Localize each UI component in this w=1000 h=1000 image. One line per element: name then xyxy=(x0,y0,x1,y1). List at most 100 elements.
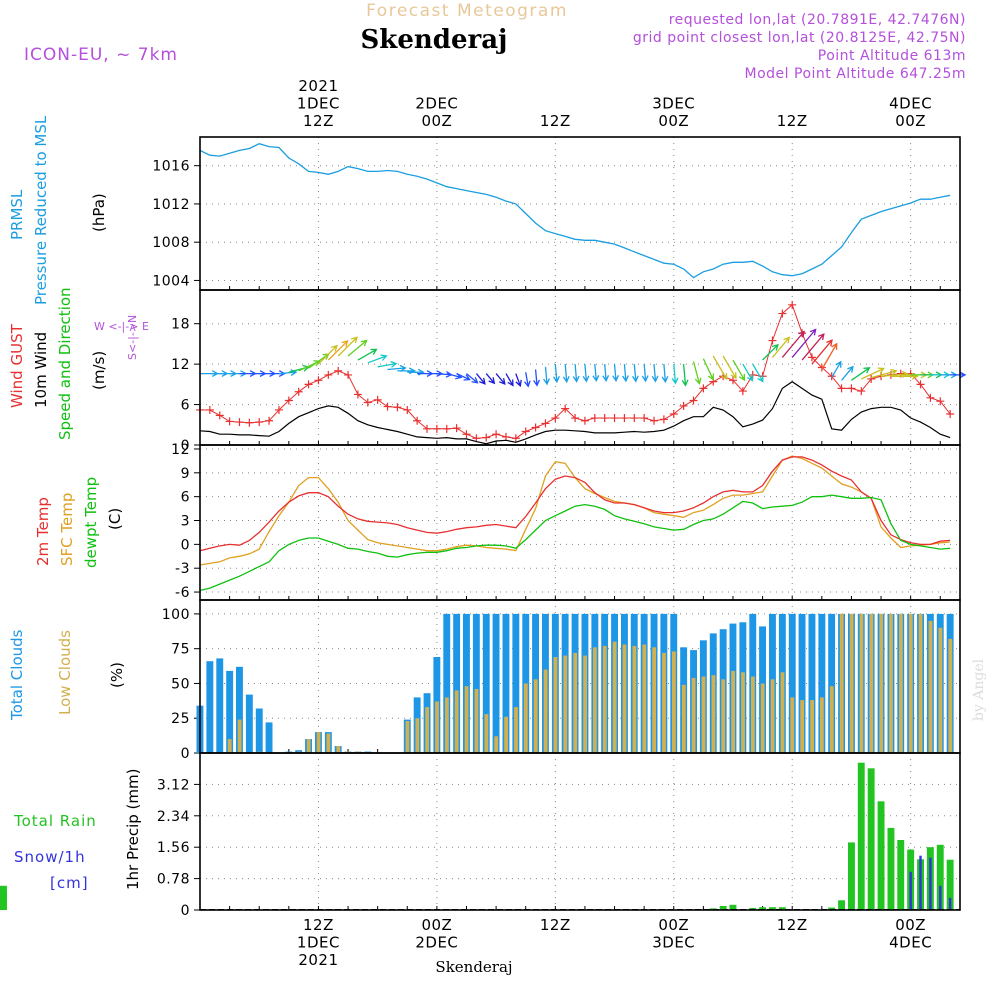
wind-gust-marker xyxy=(265,416,274,425)
rain-bar xyxy=(867,768,875,910)
wind-direction-arrow xyxy=(367,354,388,364)
panel-3: -6 -3 0 3 6 9 12 xyxy=(171,442,960,601)
low-clouds-bar xyxy=(464,686,469,753)
low-clouds-bar xyxy=(593,647,597,753)
rain-bar xyxy=(887,827,895,910)
low-clouds-bar xyxy=(237,719,242,753)
low-clouds-bar xyxy=(316,732,321,753)
wind-direction-arrow xyxy=(347,339,368,357)
total-clouds-bar xyxy=(216,658,224,753)
low-clouds-bar xyxy=(484,714,489,753)
low-clouds-bar xyxy=(632,645,637,753)
wind-gust-marker xyxy=(205,405,214,414)
wind-direction-arrow xyxy=(562,364,570,384)
low-clouds-bar xyxy=(612,641,617,753)
speed-direction-label: Speed and Direction xyxy=(56,287,74,440)
total-clouds-bar xyxy=(512,613,520,753)
sfc-temp-series-line xyxy=(199,455,951,566)
low-clouds-bar xyxy=(800,700,805,753)
wind-direction-arrow xyxy=(801,333,825,361)
bottom-time-label: 2DEC xyxy=(415,934,458,952)
low-clouds-bar xyxy=(662,652,666,753)
wind-gust-marker xyxy=(640,414,649,423)
wind-gust-marker xyxy=(689,396,698,405)
snow-cm-label: [cm] xyxy=(50,874,89,892)
top-time-label: 2021 xyxy=(298,77,338,95)
wind-gust-marker xyxy=(590,414,599,423)
wind-direction-arrow xyxy=(732,359,746,382)
wind-gust-marker xyxy=(452,424,461,433)
hpa-unit-label: (hPa) xyxy=(90,193,108,232)
wind-direction-arrow xyxy=(582,364,590,383)
total-clouds-bar xyxy=(206,661,214,753)
wind-gust-marker xyxy=(600,414,609,423)
compass-we-label: W <-|-> E xyxy=(94,320,149,333)
low-clouds-bar xyxy=(504,716,508,753)
wind-gust-marker xyxy=(373,395,382,404)
top-time-label: 00Z xyxy=(658,112,689,130)
low-clouds-bar xyxy=(938,627,943,753)
low-clouds-bar xyxy=(445,697,449,753)
dewpt-series-line xyxy=(199,494,951,592)
y-tick-label: 3 xyxy=(181,514,190,530)
wind-direction-arrow xyxy=(552,364,560,384)
wind-gust-marker xyxy=(768,336,777,345)
wind-gust-marker xyxy=(837,384,846,393)
low-clouds-bar xyxy=(889,613,893,753)
rain-bar xyxy=(729,904,737,910)
rain-bar xyxy=(0,889,7,910)
t2m-label: 2m Temp xyxy=(34,497,52,566)
y-tick-label: 75 xyxy=(171,642,190,658)
total-rain-label: Total Rain xyxy=(13,812,97,830)
low-clouds-bar xyxy=(839,613,844,753)
total-clouds-bar xyxy=(453,613,461,753)
total-clouds-bar xyxy=(245,694,253,753)
y-tick-label: 0 xyxy=(181,746,190,762)
wind-direction-arrow xyxy=(572,364,580,383)
y-tick-label: 1016 xyxy=(152,159,190,175)
footer-location: Skenderaj xyxy=(435,958,512,976)
low-clouds-bar xyxy=(494,736,499,753)
wind-direction-arrow xyxy=(681,364,689,387)
rain-bar xyxy=(838,900,845,910)
bottom-time-label: 4DEC xyxy=(889,934,932,952)
y-tick-label: 0 xyxy=(181,438,190,454)
wind-gust-marker xyxy=(827,372,836,381)
y-tick-label: -3 xyxy=(175,561,190,577)
wind-10m-series-line xyxy=(199,380,951,445)
total-clouds-bar xyxy=(502,613,510,753)
low-clouds-bar xyxy=(415,718,420,753)
low-clouds-bar xyxy=(573,652,578,753)
y-tick-label: 0 xyxy=(181,903,190,919)
prmsl-label: PRMSL xyxy=(8,189,26,240)
low-clouds-bar xyxy=(908,613,913,753)
wind-direction-arrow xyxy=(861,367,885,380)
wind-direction-arrow xyxy=(337,336,358,357)
wind-direction-arrow xyxy=(641,364,649,383)
low-clouds-bar xyxy=(780,672,785,753)
wind-direction-arrow xyxy=(831,360,842,378)
panel-frame xyxy=(199,752,961,911)
panel-frame xyxy=(199,444,961,601)
wind-direction-arrow xyxy=(661,364,669,384)
wind-direction-arrow xyxy=(772,336,791,358)
wind-gust-marker xyxy=(403,405,412,414)
rain-bar xyxy=(778,907,786,910)
y-tick-label: 0 xyxy=(181,537,190,553)
low-clouds-bar xyxy=(691,677,696,753)
wind-gust-marker xyxy=(294,387,303,396)
wind-gust-marker xyxy=(284,396,293,405)
total-clouds-bar xyxy=(255,708,263,753)
product-title: Forecast Meteogram xyxy=(366,1,568,21)
t2m-series-line xyxy=(199,456,951,552)
wind-direction-arrow xyxy=(762,343,779,361)
low-clouds-bar xyxy=(770,679,775,753)
panel-frame xyxy=(199,599,961,754)
wind-10m-label: 10m Wind xyxy=(32,332,50,408)
y-tick-label: 1.56 xyxy=(157,840,190,856)
low-clouds-bar xyxy=(869,613,874,753)
watermark: by Angel xyxy=(971,658,987,721)
low-clouds-bar xyxy=(681,684,686,753)
low-clouds-bar xyxy=(523,683,528,753)
